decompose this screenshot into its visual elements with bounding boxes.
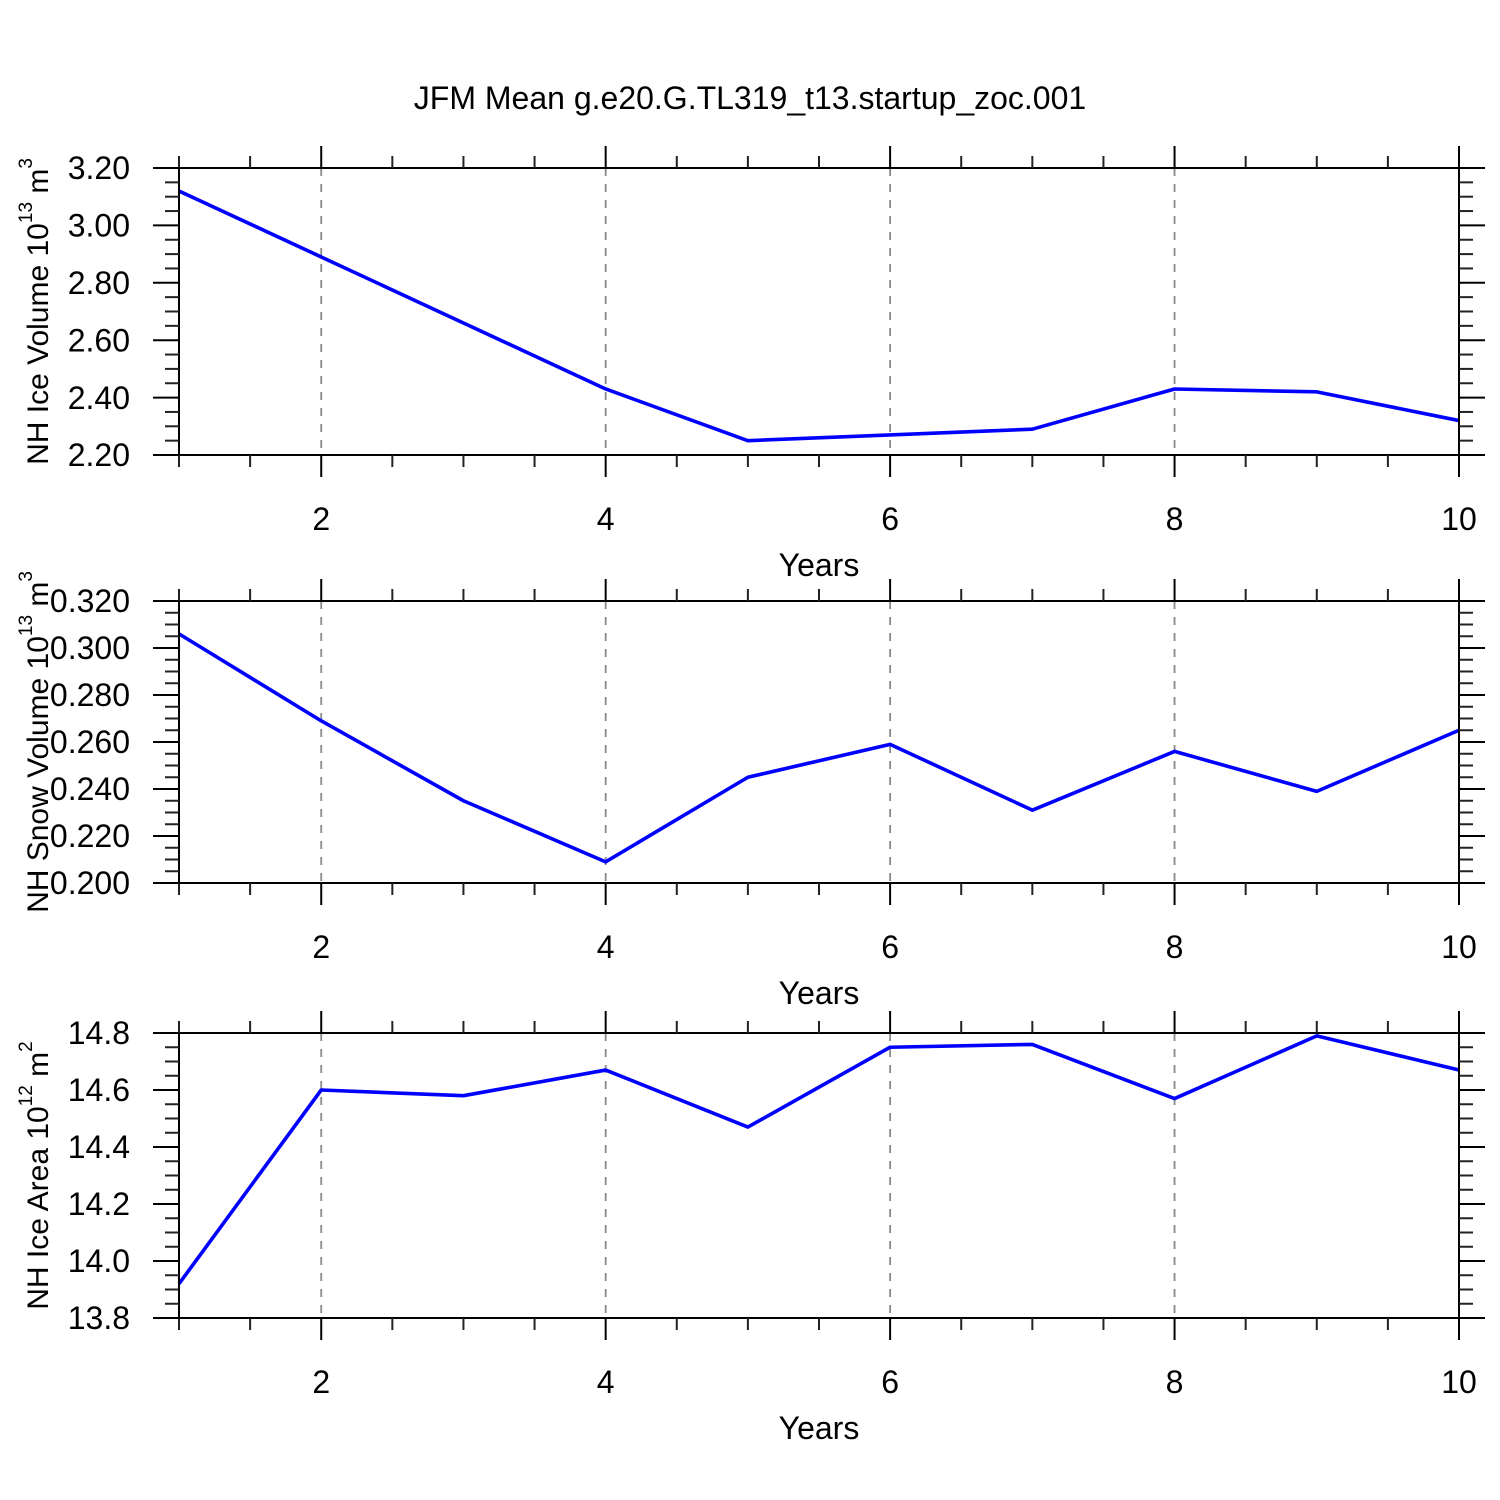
x-tick-label: 10 bbox=[1441, 501, 1477, 537]
x-axis-ticks: 2 4 6 8 10 bbox=[178, 146, 1477, 537]
y-tick-label: 14.0 bbox=[68, 1243, 130, 1279]
y-tick-label: 0.260 bbox=[50, 724, 130, 760]
x-tick-label: 10 bbox=[1441, 1364, 1477, 1400]
y-axis-title: NH Ice Volume 1013 m3 bbox=[16, 158, 55, 465]
y-tick-label: 3.20 bbox=[68, 150, 130, 186]
x-tick-label: 2 bbox=[312, 1364, 330, 1400]
x-axis-ticks: 2 4 6 8 10 bbox=[178, 1011, 1477, 1400]
gridlines bbox=[320, 601, 1176, 883]
nh-snow-volume-series-line bbox=[178, 632, 1460, 864]
x-tick-label: 6 bbox=[881, 501, 899, 537]
y-tick-label: 14.2 bbox=[68, 1186, 130, 1222]
y-tick-label: 14.8 bbox=[68, 1015, 130, 1051]
chart-title: JFM Mean g.e20.G.TL319_t13.startup_zoc.0… bbox=[413, 80, 1087, 116]
y-tick-label: 2.40 bbox=[68, 380, 130, 416]
nh-ice-area-series-line bbox=[177, 1034, 1460, 1285]
y-tick-label: 3.00 bbox=[68, 208, 130, 244]
x-axis-ticks: 2 4 6 8 10 bbox=[178, 579, 1477, 965]
gridlines bbox=[320, 1033, 1176, 1318]
plot-box bbox=[178, 600, 1460, 884]
x-tick-label: 8 bbox=[1166, 929, 1184, 965]
y-tick-label: 0.300 bbox=[50, 630, 130, 666]
y-tick-label: 2.20 bbox=[68, 437, 130, 473]
x-tick-label: 10 bbox=[1441, 929, 1477, 965]
y-tick-label: 13.8 bbox=[68, 1300, 130, 1336]
y-tick-label: 2.60 bbox=[68, 322, 130, 358]
y-axis-ticks: 0.200 0.220 0.240 0.260 0.280 0.300 0.320 bbox=[50, 583, 1485, 901]
gridlines bbox=[320, 168, 1176, 455]
x-tick-label: 4 bbox=[597, 1364, 615, 1400]
y-tick-label: 14.6 bbox=[68, 1072, 130, 1108]
panel-nh-ice-volume: 2 4 6 8 10 2.20 2.40 2.60 2.80 3.00 3.20 NH Ice Vol… bbox=[16, 146, 1485, 583]
y-tick-label: 0.240 bbox=[50, 771, 130, 807]
x-tick-label: 2 bbox=[312, 501, 330, 537]
x-tick-label: 8 bbox=[1166, 1364, 1184, 1400]
y-tick-label: 0.280 bbox=[50, 677, 130, 713]
x-tick-label: 4 bbox=[597, 929, 615, 965]
x-tick-label: 4 bbox=[597, 501, 615, 537]
x-axis-title: Years bbox=[779, 547, 860, 583]
y-tick-label: 0.220 bbox=[50, 818, 130, 854]
panel-nh-snow-volume: 2 4 6 8 10 0.200 0.220 0.240 0.260 0.280 0.300 0.32… bbox=[16, 571, 1485, 1011]
plot-box bbox=[178, 1032, 1460, 1319]
y-tick-label: 14.4 bbox=[68, 1129, 130, 1165]
y-axis-title: NH Snow Volume 1013 m3 bbox=[16, 571, 55, 913]
x-axis-title: Years bbox=[779, 975, 860, 1011]
panel-nh-ice-area: 2 4 6 8 10 13.8 14.0 14.2 14.4 14.6 14.8 NH Ice Are… bbox=[16, 1011, 1485, 1446]
x-tick-label: 2 bbox=[312, 929, 330, 965]
nh-ice-volume-series-line bbox=[178, 189, 1460, 443]
x-tick-label: 6 bbox=[881, 1364, 899, 1400]
x-tick-label: 6 bbox=[881, 929, 899, 965]
y-tick-label: 2.80 bbox=[68, 265, 130, 301]
plot-box bbox=[178, 167, 1460, 456]
y-tick-label: 0.320 bbox=[50, 583, 130, 619]
x-tick-label: 8 bbox=[1166, 501, 1184, 537]
y-tick-label: 0.200 bbox=[50, 865, 130, 901]
y-axis-ticks: 2.20 2.40 2.60 2.80 3.00 3.20 bbox=[68, 150, 1485, 473]
y-axis-ticks: 13.8 14.0 14.2 14.4 14.6 14.8 bbox=[68, 1015, 1485, 1336]
y-axis-title: NH Ice Area 1012 m2 bbox=[16, 1041, 55, 1309]
x-axis-title: Years bbox=[779, 1410, 860, 1446]
